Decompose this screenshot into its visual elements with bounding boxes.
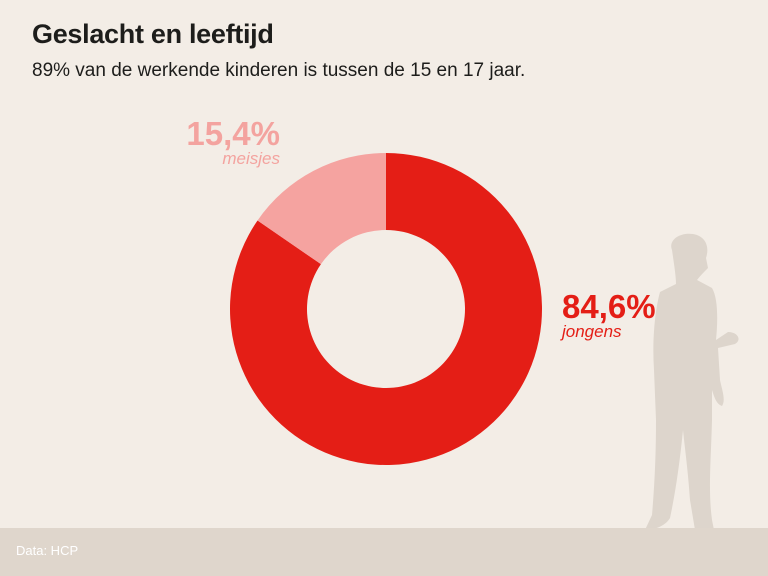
boy-silhouette-icon <box>645 233 739 531</box>
chart-subtitle: 89% van de werkende kinderen is tussen d… <box>32 60 526 81</box>
donut-group <box>230 153 543 465</box>
donut-slice-jongens <box>230 153 543 465</box>
footer-bar: Data: HCP <box>0 528 768 576</box>
label-jongens: 84,6% jongens <box>562 288 656 342</box>
data-source: Data: HCP <box>16 543 79 558</box>
jongens-label: jongens <box>562 322 622 341</box>
meisjes-percentage: 15,4% <box>186 115 280 152</box>
chart-title: Geslacht en leeftijd <box>32 19 274 49</box>
meisjes-label: meisjes <box>222 149 280 168</box>
jongens-percentage: 84,6% <box>562 288 656 325</box>
label-meisjes: 15,4% meisjes <box>150 115 280 169</box>
donut-slice-meisjes <box>257 153 386 265</box>
